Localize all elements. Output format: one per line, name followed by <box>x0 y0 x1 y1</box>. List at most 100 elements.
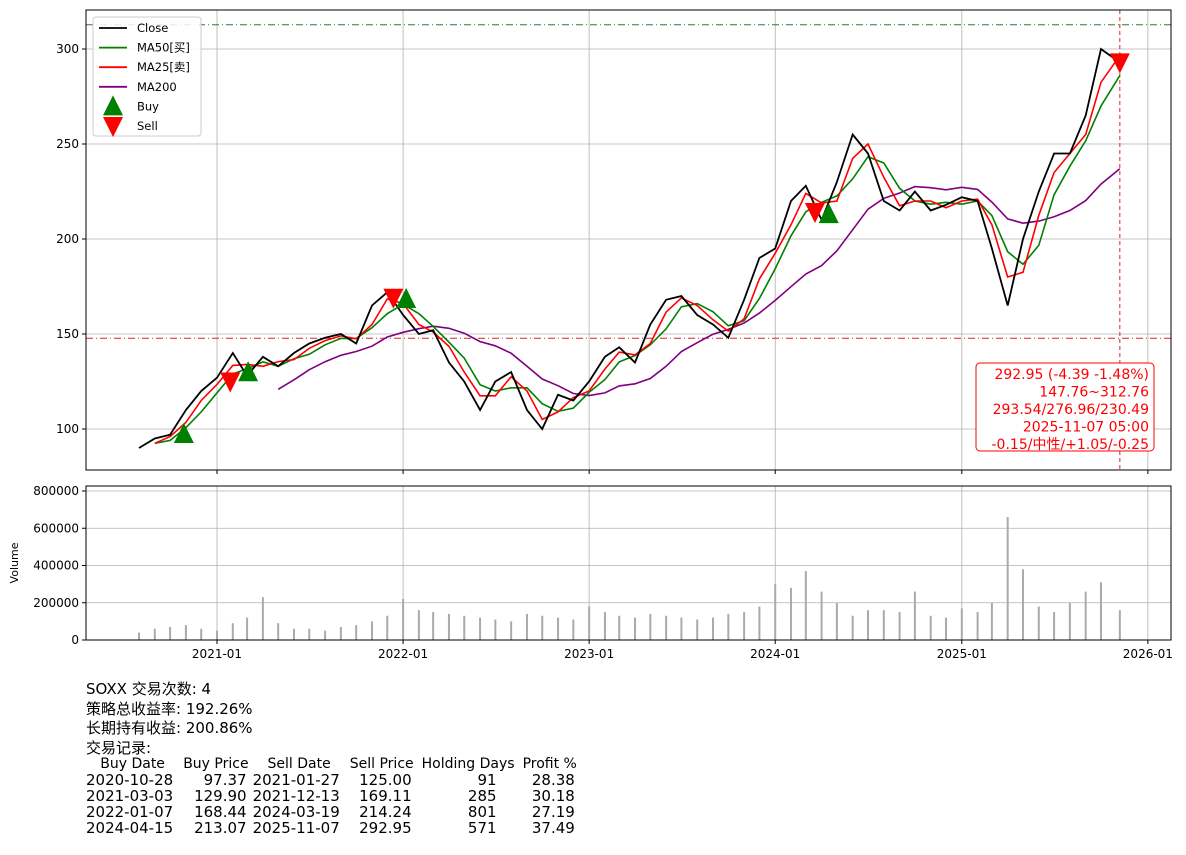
volume-bar <box>680 617 683 640</box>
col-buy-price: Buy Price <box>183 756 249 772</box>
volume-bar <box>804 571 807 640</box>
table-cell: 97.37 <box>203 771 247 789</box>
volume-bar <box>960 608 963 640</box>
legend-label: MA200 <box>137 80 177 94</box>
trade-log-title: 交易记录: <box>86 738 152 757</box>
y-tick-label: 300 <box>56 42 79 56</box>
volume-bar <box>432 612 435 640</box>
sell-marker <box>804 202 825 223</box>
volume-bar <box>355 625 358 640</box>
x-tick-label: 2021-01 <box>192 647 242 661</box>
ma200-line <box>277 168 1121 397</box>
table-cell: 169.11 <box>359 787 412 805</box>
volume-bar <box>184 625 187 640</box>
volume-bar <box>588 606 591 640</box>
volume-bar <box>261 597 264 640</box>
price-axes-frame <box>85 9 1172 471</box>
buy-marker <box>818 203 839 224</box>
col-sell-date: Sell Date <box>267 756 331 772</box>
volume-axes-frame <box>85 485 1172 641</box>
volume-bar <box>603 612 606 640</box>
volume-bar <box>1006 517 1009 640</box>
volume-bar <box>913 591 916 640</box>
table-cell: 2025-11-07 <box>252 819 340 837</box>
y-tick-label: 100 <box>56 422 79 436</box>
col-sell-price: Sell Price <box>349 756 414 772</box>
legend-label: MA25[卖] <box>137 60 190 74</box>
table-row: 2020-10-28 97.37 2021-01-27 125.00 91 28.38 <box>86 772 581 788</box>
volume-bar <box>557 617 560 640</box>
volume-bar <box>976 612 979 640</box>
sell-marker <box>1109 53 1130 74</box>
legend-label: Sell <box>137 119 158 133</box>
volume-bar <box>898 612 901 640</box>
buy-marker <box>238 361 259 382</box>
price-annotation: 292.95 (-4.39 -1.48%) 147.76~312.76293.54… <box>975 362 1155 453</box>
annotation-line: 2025-11-07 05:00 <box>1023 420 1149 436</box>
trade-summary: SOXX 交易次数: 4 策略总收益率: 192.26% 长期持有收益: 200… <box>86 680 581 836</box>
volume-bar <box>1068 602 1071 640</box>
volume-bar <box>339 626 342 640</box>
volume-bar <box>494 619 497 640</box>
volume-axis-label: Volume <box>8 542 21 583</box>
x-tick-label: 2026-01 <box>1123 647 1173 661</box>
buy-hold-return: 长期持有收益: 200.86% <box>86 719 253 737</box>
volume-bar <box>169 626 172 640</box>
table-cell: 27.19 <box>531 803 575 821</box>
volume-bar <box>835 602 838 640</box>
close-line <box>138 47 1121 449</box>
volume-bar <box>153 628 156 640</box>
sell-marker <box>220 372 241 393</box>
volume-bar <box>525 613 528 640</box>
y-tick-label: 400000 <box>33 559 79 573</box>
annotation-line: 293.54/276.96/230.49 <box>993 402 1149 418</box>
ma50-line <box>154 75 1121 445</box>
volume-bar <box>370 621 373 640</box>
table-cell: 801 <box>467 803 497 821</box>
volume-bar <box>727 613 730 640</box>
y-tick-label: 600000 <box>33 521 79 535</box>
volume-bar <box>774 584 777 640</box>
buy-marker <box>396 287 417 308</box>
volume-bar <box>447 613 450 640</box>
volume-bar <box>231 623 234 640</box>
table-cell: 129.90 <box>194 787 247 805</box>
volume-bar <box>649 613 652 640</box>
volume-bar <box>820 591 823 640</box>
volume-bar <box>510 621 513 640</box>
y-tick-label: 200000 <box>33 596 79 610</box>
volume-bar <box>743 612 746 640</box>
x-tick-label: 2024-01 <box>750 647 800 661</box>
x-tick-label: 2025-01 <box>937 647 987 661</box>
volume-bar <box>541 615 544 640</box>
volume-bar <box>758 606 761 640</box>
volume-bar <box>479 617 482 640</box>
table-cell: 213.07 <box>194 819 247 837</box>
legend: Close MA50[买] MA25[卖] MA200 Buy Sell <box>92 16 202 137</box>
volume-bar <box>790 587 793 640</box>
volume-bar <box>1053 612 1056 640</box>
volume-panel: 2021-01 2022-01 2023-01 2024-01 2025-01 2026-… <box>8 484 1173 661</box>
legend-label: Close <box>137 21 168 35</box>
volume-bar <box>1084 591 1087 640</box>
ma25-line <box>154 55 1121 445</box>
volume-bar <box>665 615 668 640</box>
table-cell: 2021-01-27 <box>252 771 340 789</box>
legend-label: Buy <box>137 99 159 113</box>
volume-bar <box>200 628 203 640</box>
volume-bar <box>277 623 280 640</box>
table-cell: 285 <box>467 787 497 805</box>
y-tick-label: 0 <box>71 633 79 647</box>
table-row: 2024-04-15 213.07 2025-11-07 292.95 571 37.49 <box>86 820 581 836</box>
strategy-return: 策略总收益率: 192.26% <box>86 699 253 718</box>
table-cell: 2021-03-03 <box>86 787 174 805</box>
volume-bar <box>634 617 637 640</box>
table-cell: 2024-03-19 <box>252 803 340 821</box>
volume-bar <box>1037 606 1040 640</box>
table-row: 2022-01-07 168.44 2024-03-19 214.24 801 27.19 <box>86 804 581 820</box>
y-tick-label: 250 <box>56 137 79 151</box>
volume-bar <box>1099 582 1102 640</box>
table-cell: 2024-04-15 <box>86 819 174 837</box>
y-tick-label: 150 <box>56 327 79 341</box>
buy-legend-icon <box>103 95 123 116</box>
